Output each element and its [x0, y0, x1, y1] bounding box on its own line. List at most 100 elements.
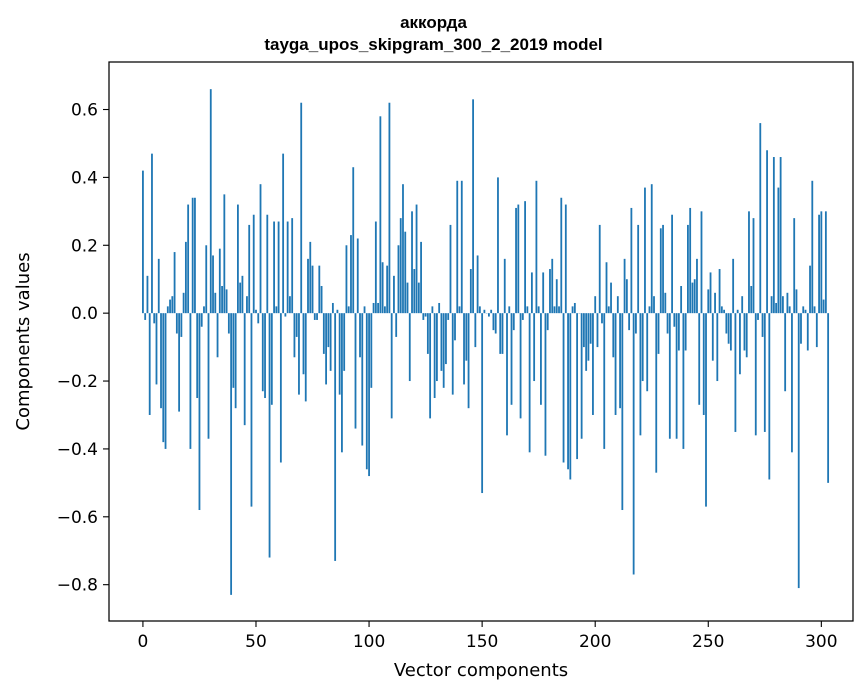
bar-106	[381, 262, 384, 314]
bar-245	[696, 258, 698, 314]
bar-197	[587, 313, 590, 361]
bar-208	[612, 313, 615, 358]
bar-244	[693, 279, 696, 314]
bar-174	[535, 180, 538, 314]
bar-43	[239, 282, 242, 314]
bar-258	[725, 313, 728, 334]
bar-260	[729, 313, 732, 351]
bar-51	[257, 313, 260, 324]
bar-295	[809, 265, 811, 314]
bar-39	[230, 313, 233, 595]
chart-title: аккорда	[400, 13, 467, 32]
bar-251	[709, 272, 712, 314]
bar-149	[478, 306, 481, 314]
bar-49	[252, 214, 255, 314]
bar-82	[327, 313, 330, 348]
bar-246	[698, 313, 701, 405]
bar-250	[707, 289, 710, 314]
bar-103	[374, 221, 377, 314]
bar-116	[404, 231, 407, 314]
bar-271	[754, 313, 757, 436]
bar-44	[241, 275, 244, 314]
bar-182	[553, 306, 556, 314]
bar-73	[307, 258, 309, 314]
bar-100	[368, 313, 370, 477]
bar-188	[567, 313, 569, 470]
bar-5	[153, 313, 156, 324]
bar-247	[700, 211, 703, 314]
bar-299	[818, 214, 820, 314]
bar-156	[494, 313, 497, 334]
bar-221	[641, 313, 644, 382]
bar-111	[393, 275, 395, 314]
bar-58	[273, 221, 275, 314]
bar-302	[824, 211, 827, 314]
bar-294	[806, 313, 809, 351]
bar-248	[702, 313, 705, 415]
bar-47	[248, 224, 251, 314]
bar-20	[187, 204, 190, 314]
bar-217	[632, 313, 635, 575]
x-tick-label-200: 200	[579, 632, 611, 652]
bar-6	[155, 313, 158, 385]
bar-162	[508, 306, 511, 314]
bar-76	[313, 313, 316, 320]
bar-170	[526, 306, 529, 314]
bar-266	[743, 313, 746, 351]
bar-179	[546, 313, 549, 331]
bar-16	[178, 313, 181, 412]
y-tick-label-6: 0.4	[71, 168, 98, 188]
bar-130	[436, 313, 438, 382]
bar-12	[169, 299, 171, 314]
bar-168	[521, 313, 524, 320]
bar-273	[759, 123, 762, 314]
bar-77	[316, 313, 318, 320]
bar-37	[225, 289, 228, 314]
bar-134	[445, 313, 447, 365]
bar-240	[684, 313, 687, 351]
bar-198	[589, 313, 592, 344]
bar-33	[216, 313, 219, 358]
bar-123	[420, 241, 422, 314]
bar-204	[603, 313, 606, 449]
bar-2	[146, 275, 149, 314]
bar-276	[766, 150, 768, 314]
bar-150	[481, 313, 484, 494]
bar-105	[379, 116, 382, 314]
bar-171	[528, 313, 531, 453]
bar-56	[268, 313, 271, 558]
bar-289	[795, 289, 798, 314]
bar-15	[175, 313, 178, 334]
bar-277	[768, 313, 771, 480]
x-axis-label: Vector components	[394, 660, 568, 681]
bar-235	[673, 313, 676, 327]
y-tick-label-3: −0.2	[57, 372, 98, 392]
bar-290	[797, 313, 800, 589]
bar-253	[714, 292, 716, 314]
bar-1	[144, 313, 147, 320]
bar-series	[142, 89, 830, 595]
bar-3	[148, 313, 151, 415]
bar-178	[544, 313, 547, 456]
bar-127	[429, 313, 432, 419]
bar-59	[275, 306, 278, 314]
bar-143	[465, 313, 468, 361]
bar-27	[203, 306, 205, 314]
bar-122	[417, 282, 420, 314]
x-tick-label-250: 250	[692, 632, 724, 652]
bar-172	[530, 272, 533, 314]
bar-189	[569, 313, 572, 480]
bar-41	[234, 313, 237, 409]
bar-300	[820, 211, 823, 314]
bar-71	[302, 313, 305, 375]
bar-267	[745, 313, 748, 358]
bar-254	[716, 313, 719, 382]
bar-194	[580, 313, 583, 439]
bar-26	[200, 313, 203, 327]
bar-50	[255, 309, 257, 314]
bar-274	[761, 313, 764, 337]
bar-35	[221, 286, 223, 314]
bar-183	[555, 279, 558, 314]
bar-238	[680, 286, 683, 314]
